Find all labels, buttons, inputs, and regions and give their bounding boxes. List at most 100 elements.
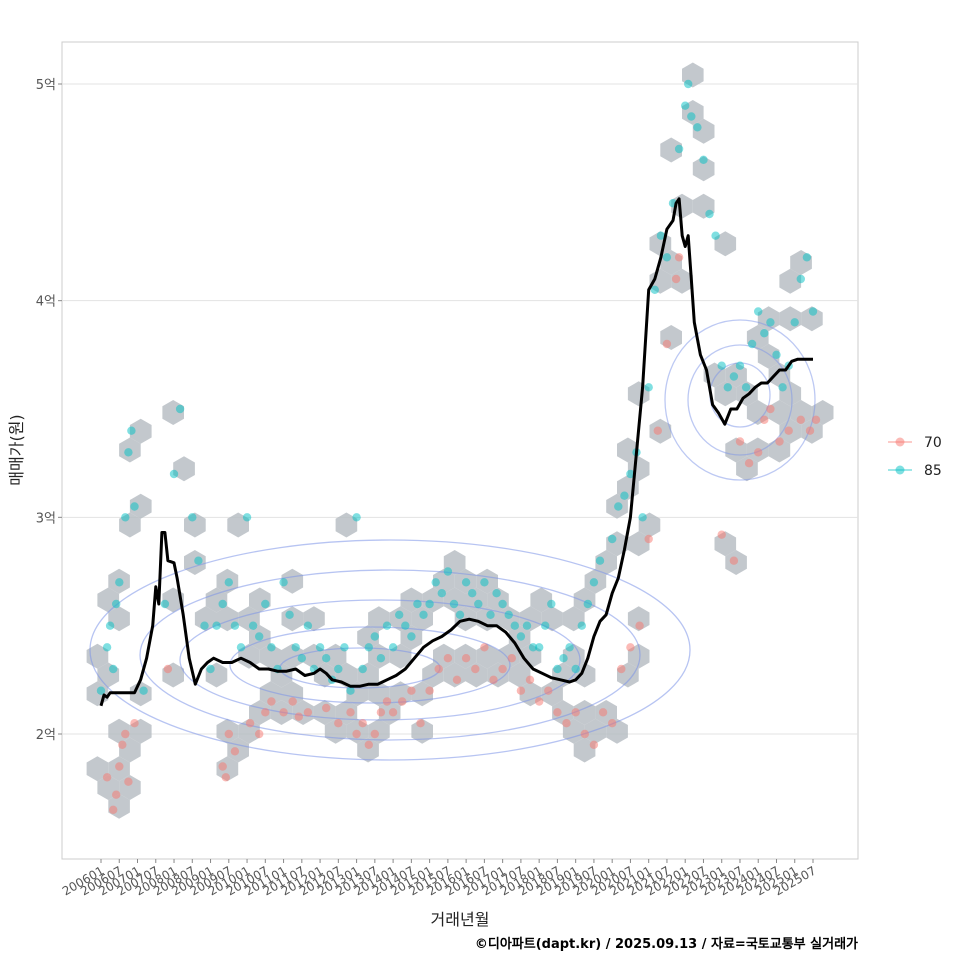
data-point-70 <box>255 729 264 739</box>
data-point-85 <box>565 643 574 652</box>
y-tick-label: 4억 <box>36 295 56 310</box>
hexbin-cell <box>660 137 682 163</box>
data-point-70 <box>407 686 416 695</box>
hexbin-cell <box>768 437 791 463</box>
data-point-85 <box>656 231 666 240</box>
data-point-85 <box>236 643 246 652</box>
data-point-70 <box>744 459 754 468</box>
data-point-85 <box>571 664 580 674</box>
density-contour <box>229 626 511 704</box>
data-point-85 <box>480 578 489 587</box>
data-point-85 <box>206 664 215 674</box>
data-point-70 <box>735 437 745 446</box>
data-point-85 <box>626 469 635 479</box>
y-axis: 2억 3억 4억 5억 <box>36 78 62 743</box>
y-tick-label: 3억 <box>36 511 56 526</box>
data-point-85 <box>388 643 398 652</box>
caption: ©디아파트(dapt.kr) / 2025.09.13 / 자료=국토교통부 실… <box>475 936 858 952</box>
data-point-70 <box>279 708 288 717</box>
data-point-70 <box>653 426 662 435</box>
hexbin-cell <box>194 606 217 632</box>
data-point-70 <box>461 654 471 663</box>
data-point-70 <box>811 415 821 424</box>
hexbin-cell <box>627 531 650 557</box>
hexbin-cell <box>790 400 812 425</box>
data-point-85 <box>760 329 769 338</box>
data-point-85 <box>160 599 170 609</box>
data-point-85 <box>522 621 532 630</box>
hexbin-cell <box>335 512 358 538</box>
data-point-70 <box>589 740 599 749</box>
data-point-85 <box>102 643 112 652</box>
data-point-70 <box>544 686 553 695</box>
data-point-85 <box>650 285 659 294</box>
data-point-85 <box>754 307 763 316</box>
data-point-85 <box>449 599 459 609</box>
density-contour <box>687 344 793 456</box>
data-point-85 <box>699 155 708 164</box>
data-point-85 <box>535 643 544 652</box>
data-point-85 <box>614 502 623 511</box>
data-point-85 <box>169 469 179 479</box>
data-point-70 <box>261 708 270 717</box>
data-point-85 <box>468 589 477 598</box>
data-point-85 <box>802 253 812 262</box>
hexbin-cell <box>714 231 737 257</box>
data-point-70 <box>644 534 653 544</box>
data-point-85 <box>370 632 379 641</box>
data-point-85 <box>528 643 538 652</box>
data-point-85 <box>443 567 453 576</box>
data-point-70 <box>130 719 139 728</box>
data-point-85 <box>242 513 252 522</box>
data-point-85 <box>346 686 355 695</box>
data-point-85 <box>589 578 599 587</box>
data-point-85 <box>364 643 373 652</box>
data-point-70 <box>635 621 644 630</box>
hexbin-cell <box>801 306 823 332</box>
data-point-85 <box>674 144 684 154</box>
hexbin-cell <box>281 568 304 594</box>
data-point-70 <box>626 643 635 652</box>
hexbin-cell <box>433 643 455 669</box>
data-point-70 <box>303 708 313 717</box>
data-point-70 <box>784 426 793 435</box>
data-point-70 <box>416 719 425 728</box>
data-point-85 <box>291 643 300 652</box>
data-point-70 <box>580 729 589 739</box>
data-point-70 <box>425 686 434 695</box>
hexbin-cell <box>259 681 282 707</box>
hexbin-cell <box>357 737 379 763</box>
data-point-70 <box>805 426 815 435</box>
data-point-70 <box>796 415 805 424</box>
data-point-85 <box>620 491 629 500</box>
y-axis-title: 매매가(원) <box>7 414 26 485</box>
data-point-70 <box>729 556 739 565</box>
y-tick-label: 2억 <box>36 728 56 743</box>
data-point-85 <box>200 621 209 630</box>
hexbin-cell <box>465 662 488 688</box>
data-point-85 <box>261 599 270 609</box>
hexbin-cell <box>411 606 433 632</box>
data-point-70 <box>163 664 173 674</box>
hexbin-cell <box>627 606 650 632</box>
data-point-85 <box>583 599 592 609</box>
legend-label: 85 <box>924 463 942 479</box>
data-point-85 <box>577 621 586 630</box>
data-point-85 <box>248 621 258 630</box>
data-point-85 <box>352 513 361 522</box>
trend-line <box>99 197 813 707</box>
data-point-70 <box>112 790 121 799</box>
data-point-85 <box>455 610 465 619</box>
data-point-70 <box>754 448 763 457</box>
data-point-70 <box>221 773 230 782</box>
data-point-70 <box>507 654 516 663</box>
data-point-85 <box>608 534 617 544</box>
data-point-85 <box>559 654 568 663</box>
data-point-85 <box>684 79 693 89</box>
data-point-85 <box>729 372 739 381</box>
data-point-85 <box>376 654 386 663</box>
data-point-70 <box>471 664 480 674</box>
y-tick-label: 5억 <box>36 78 56 93</box>
data-point-85 <box>322 654 331 663</box>
data-point-70 <box>452 675 462 684</box>
